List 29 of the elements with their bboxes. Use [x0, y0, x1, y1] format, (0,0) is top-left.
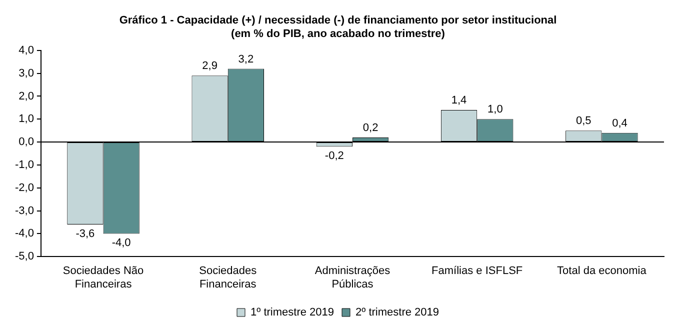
data-label: 3,2 [238, 53, 254, 66]
y-tick-label: -5,0 [14, 250, 34, 263]
x-tick-label: Administrações Públicas [314, 265, 391, 290]
data-label: -3,6 [76, 228, 95, 240]
legend-label: 1º trimestre 2019 [250, 306, 334, 319]
y-tick-label: -1,0 [14, 158, 34, 171]
y-tick-label: 2,0 [18, 90, 34, 102]
y-tick-label: -3,0 [14, 204, 34, 217]
x-tick-label: Sociedades Não Financeiras [62, 265, 144, 290]
data-label: 2,9 [202, 60, 218, 72]
data-label: 0,4 [612, 117, 628, 130]
data-label: -0,2 [324, 150, 344, 162]
data-label: 1,0 [488, 104, 503, 116]
legend-label: 2º trimestre 2019 [356, 306, 439, 319]
x-tick-label: Total da economia [557, 265, 648, 278]
y-tick-label: 3,0 [18, 67, 34, 80]
data-label: 1,4 [451, 94, 467, 106]
data-label: 0,5 [576, 115, 592, 128]
x-tick-label: Sociedades Financeiras [199, 265, 258, 290]
y-tick-label: 4,0 [18, 44, 34, 56]
y-tick-label: -4,0 [14, 228, 34, 240]
chart-subtitle: (em % do PIB, ano acabado no trimestre) [231, 28, 446, 40]
x-tick-label: Famílias e ISFLSF [432, 265, 523, 278]
y-tick-label: 0,0 [18, 136, 34, 148]
data-label: -4,0 [112, 237, 131, 250]
data-label: 0,2 [362, 122, 378, 134]
chart-title: Gráfico 1 - Capacidade (+) / necessidade (-) de financiamento por setor institucional [119, 14, 557, 27]
y-tick-label: -2,0 [14, 182, 34, 194]
y-tick-label: 1,0 [18, 113, 34, 126]
